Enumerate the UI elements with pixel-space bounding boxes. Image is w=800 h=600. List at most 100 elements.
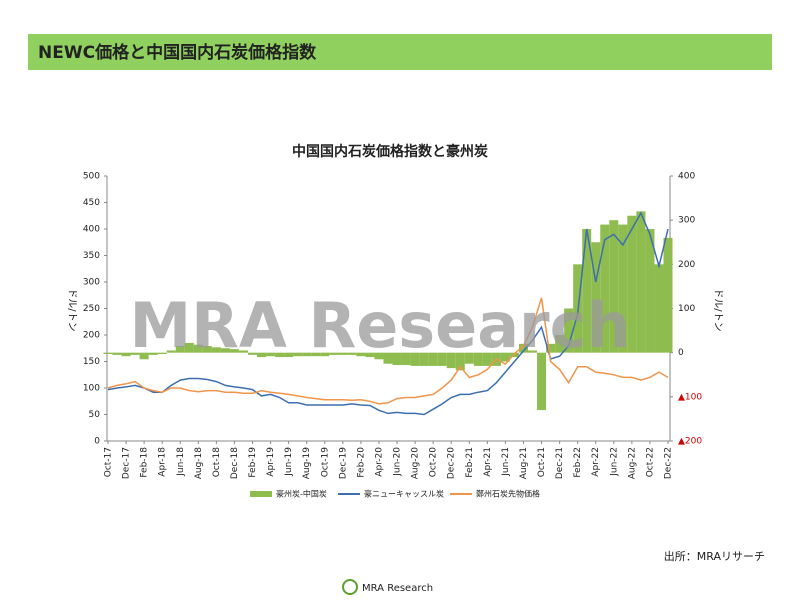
bar — [320, 352, 330, 357]
x-tick-label: Aug-20 — [411, 447, 421, 480]
bar — [428, 352, 438, 366]
bar — [184, 342, 194, 353]
bar — [600, 224, 610, 353]
x-tick-label: Dec-18 — [230, 447, 240, 479]
x-tick-label: Oct-18 — [212, 447, 222, 478]
bar — [455, 352, 465, 371]
bar — [609, 220, 619, 353]
y-tick-label: 250 — [83, 304, 100, 314]
x-tick-label: Feb-22 — [573, 447, 583, 478]
bar — [437, 352, 447, 366]
legend-label: 豪州炭-中国炭 — [276, 489, 327, 499]
y-tick-label: 50 — [89, 410, 101, 420]
bar — [157, 352, 167, 354]
slide-title: NEWC価格と中国国内石炭価格指数 — [38, 42, 317, 63]
x-tick-label: Apr-20 — [374, 447, 384, 477]
x-tick-label: Oct-20 — [429, 447, 439, 478]
bar — [238, 350, 248, 353]
line — [107, 297, 669, 405]
x-tick-label: Oct-22 — [645, 447, 655, 477]
x-tick-label: Jun-20 — [393, 447, 403, 477]
bar — [564, 308, 574, 353]
x-tick-label: Apr-19 — [266, 447, 276, 477]
y2-tick-label: 100 — [678, 304, 695, 314]
x-tick-label: Dec-17 — [122, 447, 132, 479]
x-tick-label: Oct-21 — [537, 447, 547, 477]
bar — [663, 237, 673, 353]
x-tick-label: Apr-22 — [591, 447, 601, 477]
legend-label: 豪ニューキャッスル炭 — [364, 489, 444, 499]
x-tick-label: Jun-22 — [609, 447, 619, 477]
bar — [546, 343, 556, 353]
x-tick-label: Jun-19 — [284, 447, 294, 477]
bar — [103, 352, 113, 354]
x-tick-label: Feb-20 — [356, 447, 366, 478]
y-tick-label: 450 — [83, 198, 100, 208]
x-tick-label: Oct-17 — [104, 447, 114, 477]
y2-tick-label: ▲200 — [678, 437, 702, 447]
x-tick-label: Aug-19 — [302, 447, 312, 480]
x-tick-label: Oct-19 — [320, 447, 330, 478]
header-bar — [28, 34, 772, 70]
bar — [202, 346, 212, 353]
source: 出所：MRAリサーチ — [664, 549, 765, 563]
bar — [365, 352, 375, 358]
bar — [229, 349, 239, 353]
bar — [374, 352, 384, 360]
bar — [193, 344, 203, 353]
y2-axis-label: ドル/トン — [712, 288, 723, 331]
x-tick-label: Apr-18 — [158, 447, 168, 477]
bar — [392, 352, 402, 366]
bar — [419, 352, 429, 366]
bar — [618, 224, 628, 353]
bar — [175, 346, 185, 353]
line — [107, 211, 669, 416]
bar — [537, 352, 547, 411]
bar — [356, 352, 366, 357]
bar — [148, 352, 158, 355]
bar — [284, 352, 294, 358]
bar — [329, 352, 339, 355]
y-tick-label: 150 — [83, 357, 100, 367]
bar — [446, 352, 456, 369]
y-tick-label: 300 — [83, 278, 100, 288]
bar — [654, 264, 664, 353]
chart-title: 中国国内石炭価格指数と豪州炭 — [292, 143, 488, 160]
y2-tick-label: 300 — [678, 216, 695, 226]
x-tick-label: Dec-19 — [338, 447, 348, 479]
bar — [509, 352, 519, 358]
bar — [139, 352, 149, 360]
watermark: MRA Research — [129, 289, 630, 362]
bar — [555, 335, 565, 353]
bar — [591, 242, 601, 353]
x-tick-label: Jun-21 — [501, 447, 511, 477]
y-tick-label: 400 — [83, 225, 100, 235]
y-tick-label: 500 — [83, 172, 100, 182]
legend-swatch — [250, 491, 272, 497]
bar — [166, 350, 176, 353]
bar — [211, 347, 221, 353]
x-tick-label: Feb-19 — [248, 447, 258, 478]
bar — [347, 352, 357, 355]
y-tick-label: 200 — [83, 331, 100, 341]
bar — [582, 229, 592, 353]
bar — [275, 352, 285, 358]
x-tick-label: Apr-21 — [483, 447, 493, 477]
x-tick-label: Dec-20 — [447, 447, 457, 479]
x-tick-label: Jun-18 — [176, 447, 186, 477]
bar — [248, 352, 258, 355]
logo-text: MRA Research — [362, 583, 433, 594]
bar — [636, 211, 646, 353]
x-tick-label: Feb-18 — [140, 447, 150, 478]
y2-tick-label: 0 — [678, 348, 684, 358]
bar — [645, 229, 655, 353]
bar — [528, 350, 538, 353]
bar — [130, 352, 140, 355]
legend-label: 鄭州石炭先物価格 — [476, 489, 540, 499]
bar — [220, 348, 230, 353]
y-tick-label: 100 — [83, 384, 100, 394]
bar — [627, 215, 637, 353]
bar — [266, 352, 276, 357]
logo-mark — [342, 579, 358, 595]
